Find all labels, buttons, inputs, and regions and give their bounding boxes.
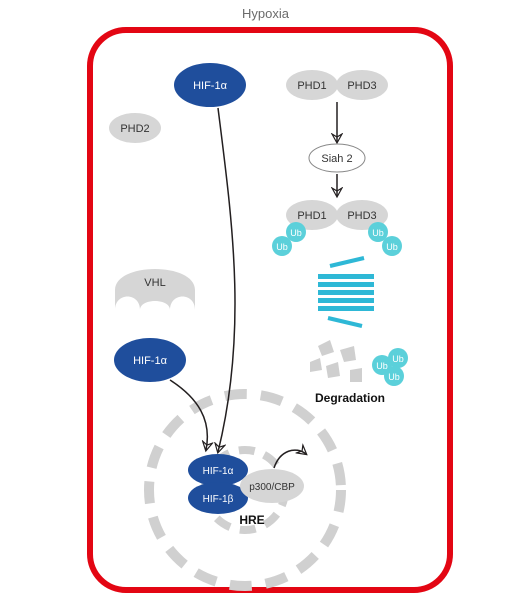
phd2-label: PHD2 xyxy=(120,123,149,135)
vhl-label: VHL xyxy=(144,277,165,289)
phd1-top: PHD1 xyxy=(286,70,338,100)
hif1a-top: HIF-1α xyxy=(174,63,246,107)
diagram-title: Hypoxia xyxy=(0,6,531,21)
siah2: Siah 2 xyxy=(309,144,365,172)
ub-label: Ub xyxy=(376,361,388,371)
diagram-stage: Hypoxia VHL HIF-1α PHD2 P xyxy=(0,0,531,607)
diagram-svg: VHL HIF-1α PHD2 PHD1 PHD3 Siah 2 xyxy=(0,0,531,607)
ub-label: Ub xyxy=(290,228,302,238)
ub-label: Ub xyxy=(276,242,288,252)
ub-right-2: Ub xyxy=(382,236,402,256)
phd1-ub-label: PHD1 xyxy=(297,210,326,222)
ub-label: Ub xyxy=(388,372,400,382)
degradation-label: Degradation xyxy=(315,391,385,405)
ub-label: Ub xyxy=(372,228,384,238)
phd3-top: PHD3 xyxy=(336,70,388,100)
ub-free-2: Ub xyxy=(388,348,408,368)
p300-label: p300/CBP xyxy=(249,482,295,493)
phd3-ub-label: PHD3 xyxy=(347,210,376,222)
hif1a-top-label: HIF-1α xyxy=(193,80,228,92)
phd3-top-label: PHD3 xyxy=(347,80,376,92)
hre-label: HRE xyxy=(239,513,264,527)
hif1a-mid-label: HIF-1α xyxy=(133,355,168,367)
hif1a-nucleus: HIF-1α xyxy=(188,454,248,486)
hif1b-nuc-label: HIF-1β xyxy=(203,494,234,505)
ub-label: Ub xyxy=(386,242,398,252)
siah2-label: Siah 2 xyxy=(321,153,352,165)
ub-free-3: Ub xyxy=(384,366,404,386)
ub-label: Ub xyxy=(392,354,404,364)
phd1-top-label: PHD1 xyxy=(297,80,326,92)
ub-left-2: Ub xyxy=(272,236,292,256)
p300-cbp: p300/CBP xyxy=(240,469,304,503)
hif1a-mid: HIF-1α xyxy=(114,338,186,382)
phd2: PHD2 xyxy=(109,113,161,143)
hif1a-nuc-label: HIF-1α xyxy=(203,466,234,477)
hif1b-nucleus: HIF-1β xyxy=(188,482,248,514)
